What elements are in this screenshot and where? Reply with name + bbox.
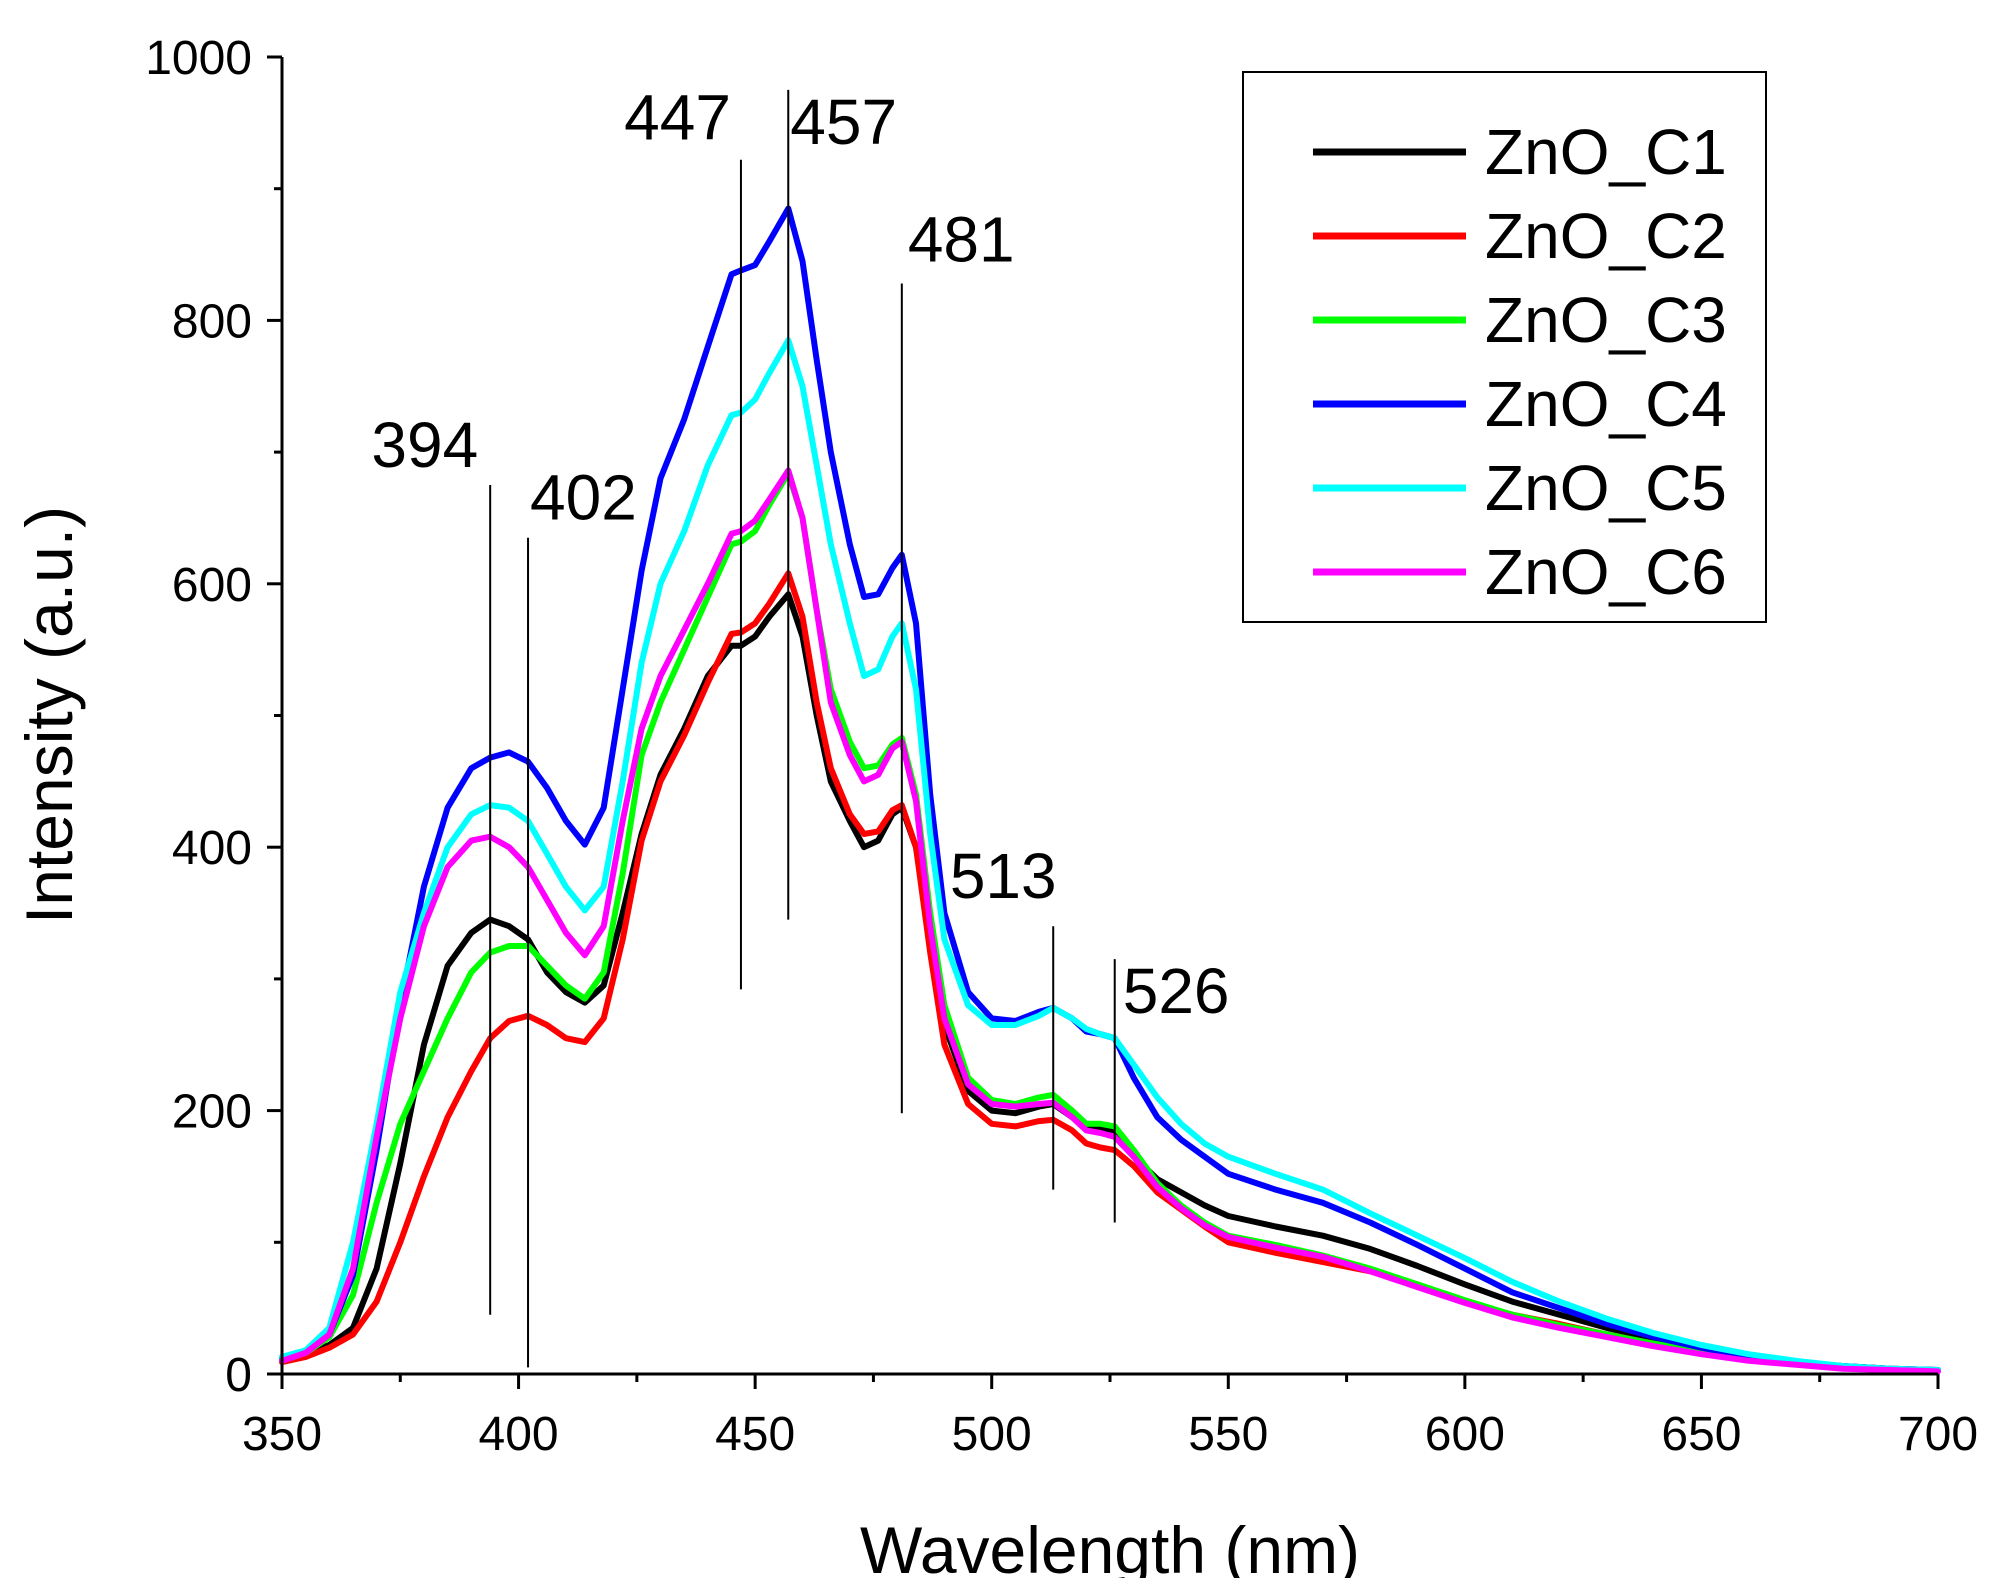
x-tick-label: 600 xyxy=(1425,1408,1505,1461)
series-line-zno-c1 xyxy=(279,591,1941,1373)
x-tick-label: 650 xyxy=(1661,1408,1741,1461)
legend-label: ZnO_C1 xyxy=(1485,116,1727,188)
series-line-zno-c5 xyxy=(279,337,1941,1373)
y-tick-label: 1000 xyxy=(145,32,252,85)
series-line-zno-c6 xyxy=(279,467,1941,1375)
legend-label: ZnO_C5 xyxy=(1485,452,1727,524)
x-tick-label: 500 xyxy=(952,1408,1032,1461)
legend-label: ZnO_C6 xyxy=(1485,536,1727,608)
y-tick-label: 0 xyxy=(225,1349,252,1402)
series-line-zno-c4 xyxy=(279,205,1941,1373)
x-tick-label: 550 xyxy=(1188,1408,1268,1461)
x-axis-title: Wavelength (nm) xyxy=(860,1513,1360,1578)
series-line-zno-c2 xyxy=(279,570,1941,1373)
x-tick-label: 350 xyxy=(242,1408,322,1461)
peak-label: 394 xyxy=(371,409,478,481)
x-tick-label: 400 xyxy=(479,1408,559,1461)
legend-label: ZnO_C2 xyxy=(1485,200,1727,272)
legend-box xyxy=(1242,71,1767,623)
y-tick-label: 200 xyxy=(172,1086,252,1139)
peak-label: 513 xyxy=(950,840,1057,912)
y-axis-title: Intensity (a.u.) xyxy=(12,506,86,924)
peak-label: 457 xyxy=(790,86,897,158)
peak-label: 402 xyxy=(530,462,637,534)
legend-label: ZnO_C4 xyxy=(1485,368,1727,440)
y-tick-label: 400 xyxy=(172,822,252,875)
peak-label: 481 xyxy=(908,204,1015,276)
x-tick-label: 450 xyxy=(715,1408,795,1461)
y-tick-label: 600 xyxy=(172,559,252,612)
series-lines xyxy=(279,205,1941,1375)
peak-label: 526 xyxy=(1123,955,1230,1027)
x-tick-label: 700 xyxy=(1898,1408,1978,1461)
peak-label: 447 xyxy=(624,82,731,154)
legend: ZnO_C1 ZnO_C2 ZnO_C3 ZnO_C4 ZnO_C5 ZnO_C6 xyxy=(1242,71,1767,623)
ticks: 350 400 450 500 550 600 650 700 0 200 400 600 800 100… xyxy=(145,32,1978,1461)
legend-label: ZnO_C3 xyxy=(1485,284,1727,356)
y-tick-label: 800 xyxy=(172,295,252,348)
